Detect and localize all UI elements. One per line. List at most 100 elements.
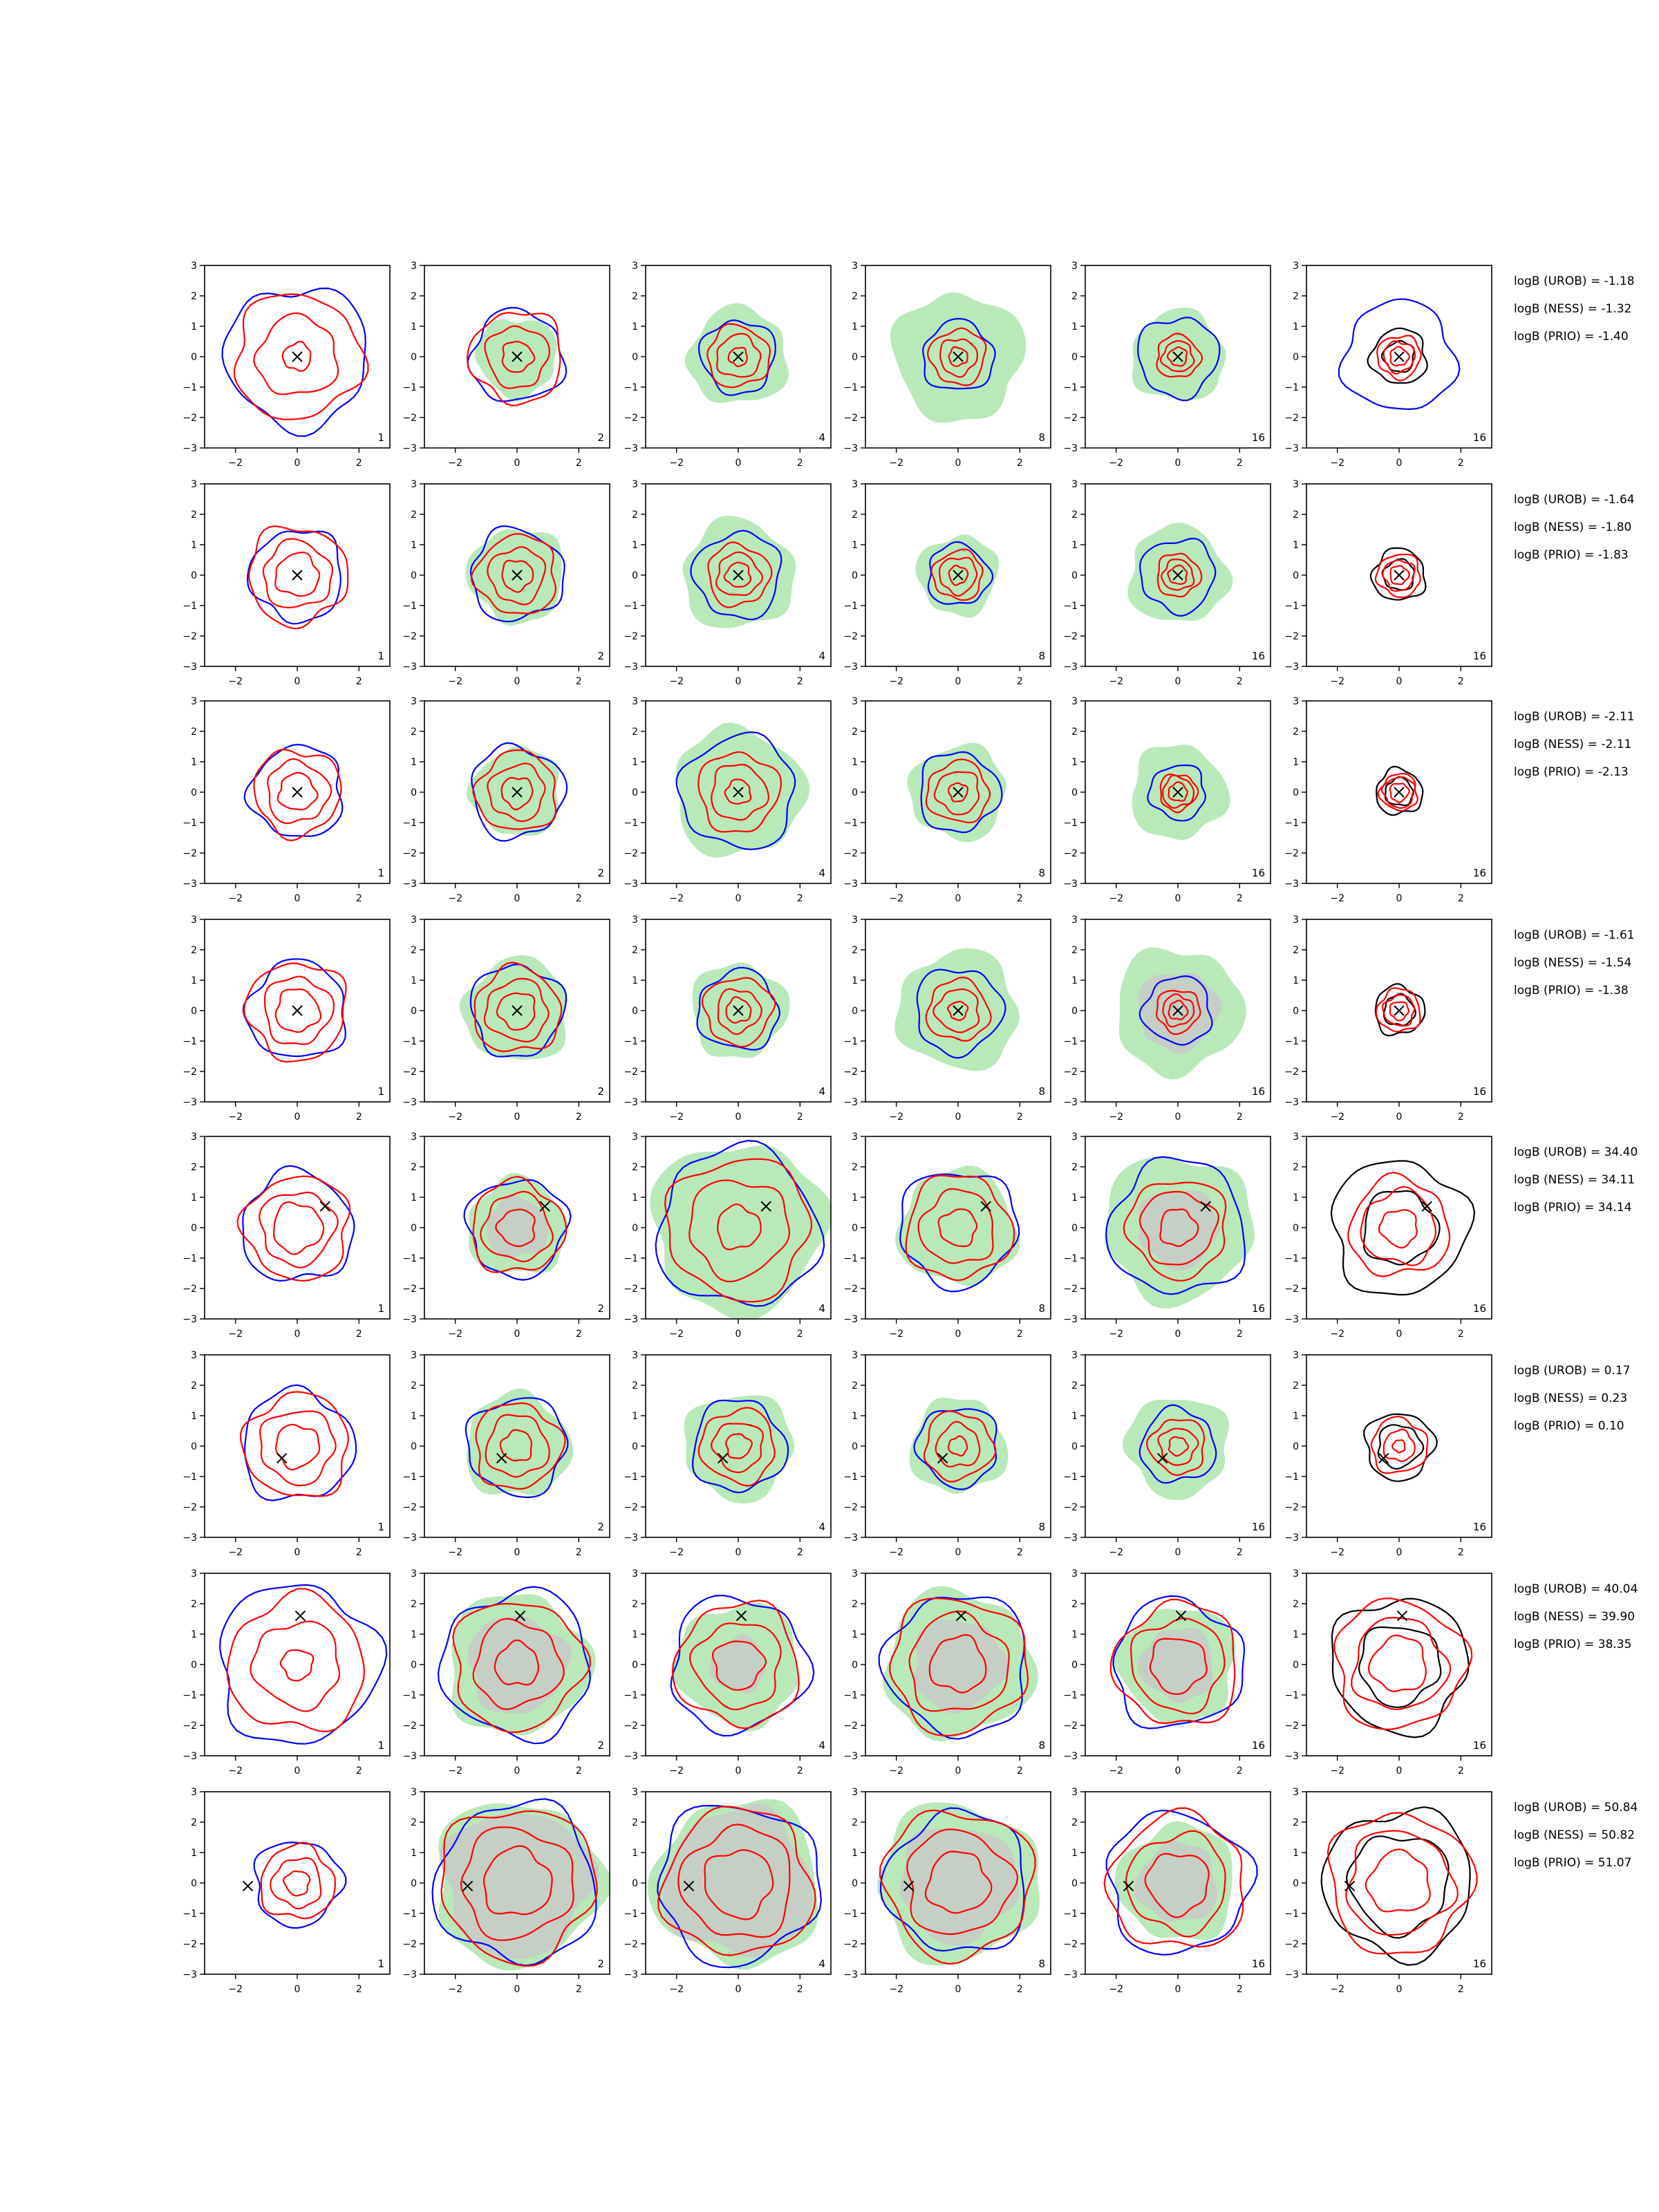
x-tick-label: −2 — [889, 1547, 903, 1558]
red-contour — [1370, 1416, 1429, 1474]
y-tick-label: −3 — [402, 1969, 417, 1980]
y-tick-label: −2 — [1063, 1502, 1078, 1513]
subplot-r1-c1: −3 −2 −1 0 1 2 3 −2 0 2 1 — [182, 261, 391, 469]
x-tick-label: −2 — [448, 1112, 462, 1123]
blue-contour — [1147, 765, 1206, 822]
red-contour — [716, 332, 762, 378]
y-tick-label: −3 — [843, 1533, 858, 1544]
marker-x — [1123, 1880, 1134, 1892]
subplot-r5-c5: −3 −2 −1 0 1 2 3 −2 0 2 16 — [1063, 1132, 1271, 1340]
red-contour — [701, 977, 776, 1048]
y-tick-label: −3 — [1284, 879, 1299, 890]
y-tick-label: 0 — [191, 787, 197, 798]
red-contour — [1382, 559, 1416, 592]
red-contour — [1138, 1190, 1219, 1266]
plot-area — [877, 1802, 1040, 1966]
red-contour — [923, 1410, 997, 1483]
x-tick-label: 0 — [1175, 1984, 1181, 1995]
y-tick-label: −1 — [624, 1036, 638, 1047]
red-contour — [501, 559, 534, 593]
red-contour — [1391, 1439, 1406, 1454]
y-tick-label: 2 — [852, 945, 858, 956]
y-tick-label: −1 — [624, 601, 638, 612]
y-tick-label: 3 — [411, 696, 417, 707]
blue-contour — [1112, 1595, 1246, 1730]
x-tick-label: 2 — [356, 1984, 362, 1995]
red-contour — [262, 538, 334, 609]
x-tick-label: −2 — [228, 893, 243, 904]
x-tick-label: 2 — [797, 1112, 803, 1123]
y-tick-label: 2 — [852, 1380, 858, 1391]
subplot-corner-label: 4 — [818, 431, 825, 444]
y-tick-label: 2 — [852, 291, 858, 302]
y-tick-label: −3 — [624, 662, 638, 673]
red-contour — [938, 556, 978, 597]
y-tick-label: 2 — [632, 291, 638, 302]
red-contour — [484, 325, 550, 389]
y-tick-label: 0 — [632, 1878, 638, 1889]
subplot-r7-c1: −3 −2 −1 0 1 2 3 −2 0 2 1 — [182, 1568, 391, 1777]
y-tick-label: 2 — [1293, 509, 1299, 521]
x-tick-label: 0 — [955, 893, 962, 904]
y-tick-label: 0 — [1293, 1878, 1299, 1889]
subplot-r5-c2: −3 −2 −1 0 1 2 3 −2 0 2 2 — [402, 1132, 610, 1340]
y-tick-label: 0 — [411, 1660, 417, 1671]
y-tick-label: −2 — [182, 1284, 197, 1295]
red-contour — [948, 346, 968, 368]
red-contour — [1381, 994, 1416, 1027]
red-contour — [1130, 1617, 1226, 1714]
blue-contour — [920, 751, 1003, 834]
red-contour — [688, 1179, 791, 1282]
x-tick-label: 0 — [955, 1112, 962, 1123]
y-tick-label: 1 — [632, 321, 638, 332]
red-contour — [1159, 339, 1195, 373]
subplot-r4-c6: −3 −2 −1 0 1 2 3 −2 0 2 16 — [1284, 915, 1492, 1123]
blue-contour — [1137, 317, 1221, 402]
plot-area — [246, 525, 349, 630]
x-tick-label: −2 — [889, 458, 903, 469]
x-tick-label: 2 — [356, 1112, 362, 1123]
y-tick-label: 2 — [1293, 1380, 1299, 1391]
blue-contour — [1338, 298, 1461, 411]
x-tick-label: −2 — [889, 676, 903, 687]
subplot-corner-label: 16 — [1473, 650, 1486, 662]
y-tick-label: 3 — [1071, 261, 1078, 272]
y-tick-label: 0 — [1071, 1878, 1078, 1889]
y-tick-label: 1 — [852, 1629, 858, 1640]
x-tick-label: 0 — [1175, 676, 1181, 687]
red-contour — [908, 1610, 1010, 1712]
red-contour — [1109, 1598, 1236, 1725]
y-tick-label: 3 — [411, 1132, 417, 1143]
x-tick-label: 0 — [514, 1765, 521, 1777]
red-contour — [452, 1602, 592, 1734]
red-contour — [1374, 554, 1421, 599]
subplot-r8-c1: −3 −2 −1 0 1 2 3 −2 0 2 1 — [182, 1787, 391, 1995]
red-contour — [1333, 1597, 1473, 1730]
subplot-r6-c4: −3 −2 −1 0 1 2 3 −2 0 2 8 — [843, 1350, 1051, 1558]
x-tick-label: 0 — [514, 1547, 521, 1558]
red-contour — [926, 327, 987, 386]
x-tick-label: −2 — [228, 1547, 243, 1558]
y-tick-label: −3 — [624, 1751, 638, 1762]
red-contour — [1365, 1848, 1431, 1913]
subplot-corner-label: 2 — [597, 867, 604, 879]
y-tick-label: −3 — [624, 879, 638, 890]
subplot-r2-c6: −3 −2 −1 0 1 2 3 −2 0 2 16 — [1284, 479, 1492, 687]
y-tick-label: 3 — [1293, 915, 1299, 926]
red-contour — [253, 312, 339, 395]
x-tick-label: 0 — [294, 1547, 301, 1558]
x-tick-label: 2 — [1458, 1112, 1464, 1123]
y-tick-label: 1 — [1071, 757, 1078, 768]
blue-contour — [696, 966, 780, 1051]
x-tick-label: 0 — [735, 1112, 742, 1123]
red-contour — [472, 749, 557, 830]
y-tick-label: 1 — [1071, 540, 1078, 551]
x-tick-label: −2 — [228, 1765, 243, 1777]
red-contour — [697, 751, 782, 833]
x-tick-label: 2 — [797, 893, 803, 904]
red-contour — [704, 1849, 774, 1920]
subplot-corner-label: 1 — [377, 1302, 384, 1315]
subplot-corner-label: 16 — [1252, 1085, 1265, 1098]
bayes-factor-labels-row-2: logB (UROB) = -1.64 logB (NESS) = -1.80 lo… — [1514, 493, 1635, 562]
blue-contour — [431, 1798, 597, 1967]
